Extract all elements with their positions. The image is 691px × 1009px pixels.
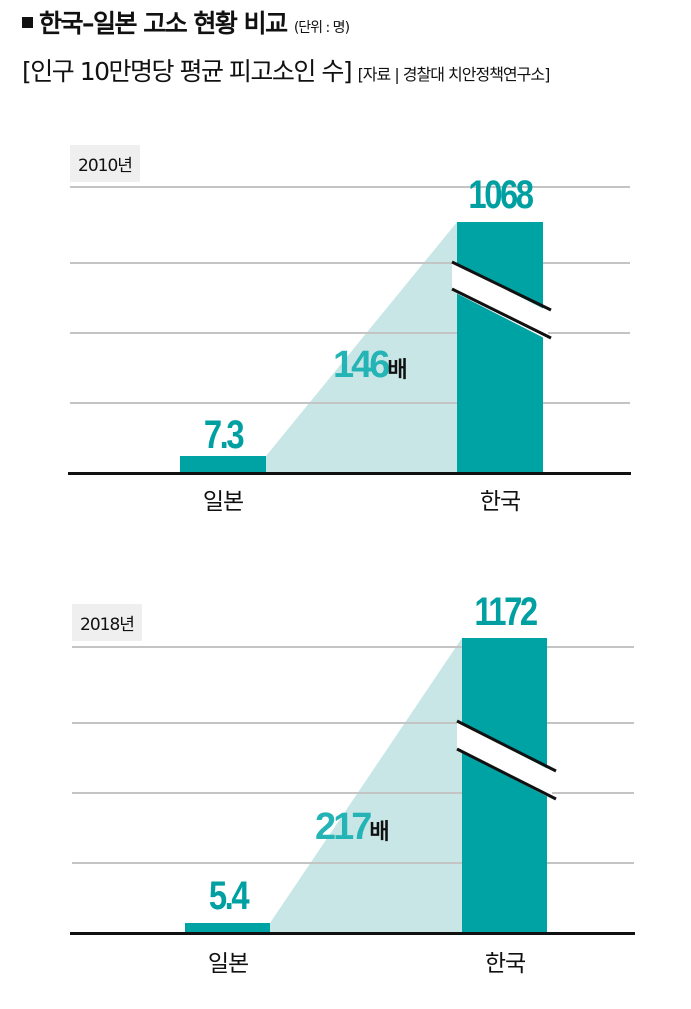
- gridline: [70, 332, 630, 334]
- x-axis: [70, 932, 635, 935]
- gridline: [70, 402, 630, 404]
- gridline: [70, 186, 630, 188]
- source-label: [자료 | 경찰대 치안정책연구소]: [357, 65, 551, 84]
- gridline: [72, 646, 634, 648]
- value-korea-2010: 1068: [468, 173, 534, 217]
- category-japan: 일본: [202, 489, 244, 515]
- ratio-label-2018: 217배: [315, 806, 390, 848]
- gridline: [70, 262, 630, 264]
- chart-subtitle: [인구 10만명당 평균 피고소인 수] [자료 | 경찰대 치안정책연구소]: [22, 57, 551, 86]
- chart-title: 한국–일본 고소 현황 비교 (단위 : 명): [22, 4, 350, 40]
- bar-japan-2010: [180, 456, 266, 473]
- category-japan: 일본: [207, 951, 249, 977]
- year-label-2010: 2010년: [70, 145, 140, 182]
- bar-korea-2010: [457, 222, 543, 473]
- ratio-label-2010: 146배: [333, 344, 408, 386]
- square-bullet-icon: [22, 17, 33, 28]
- value-japan-2018: 5.4: [208, 874, 250, 918]
- value-korea-2018: 1172: [474, 590, 538, 634]
- gridline: [72, 862, 634, 864]
- value-japan-2010: 7.3: [203, 413, 245, 457]
- gridline: [72, 792, 634, 794]
- unit-label: (단위 : 명): [293, 20, 350, 36]
- gridline: [72, 722, 634, 724]
- category-korea: 한국: [479, 489, 521, 515]
- x-axis: [68, 472, 631, 475]
- year-label-2018: 2018년: [72, 604, 142, 641]
- bar-japan-2018: [185, 923, 270, 933]
- category-korea: 한국: [484, 951, 526, 977]
